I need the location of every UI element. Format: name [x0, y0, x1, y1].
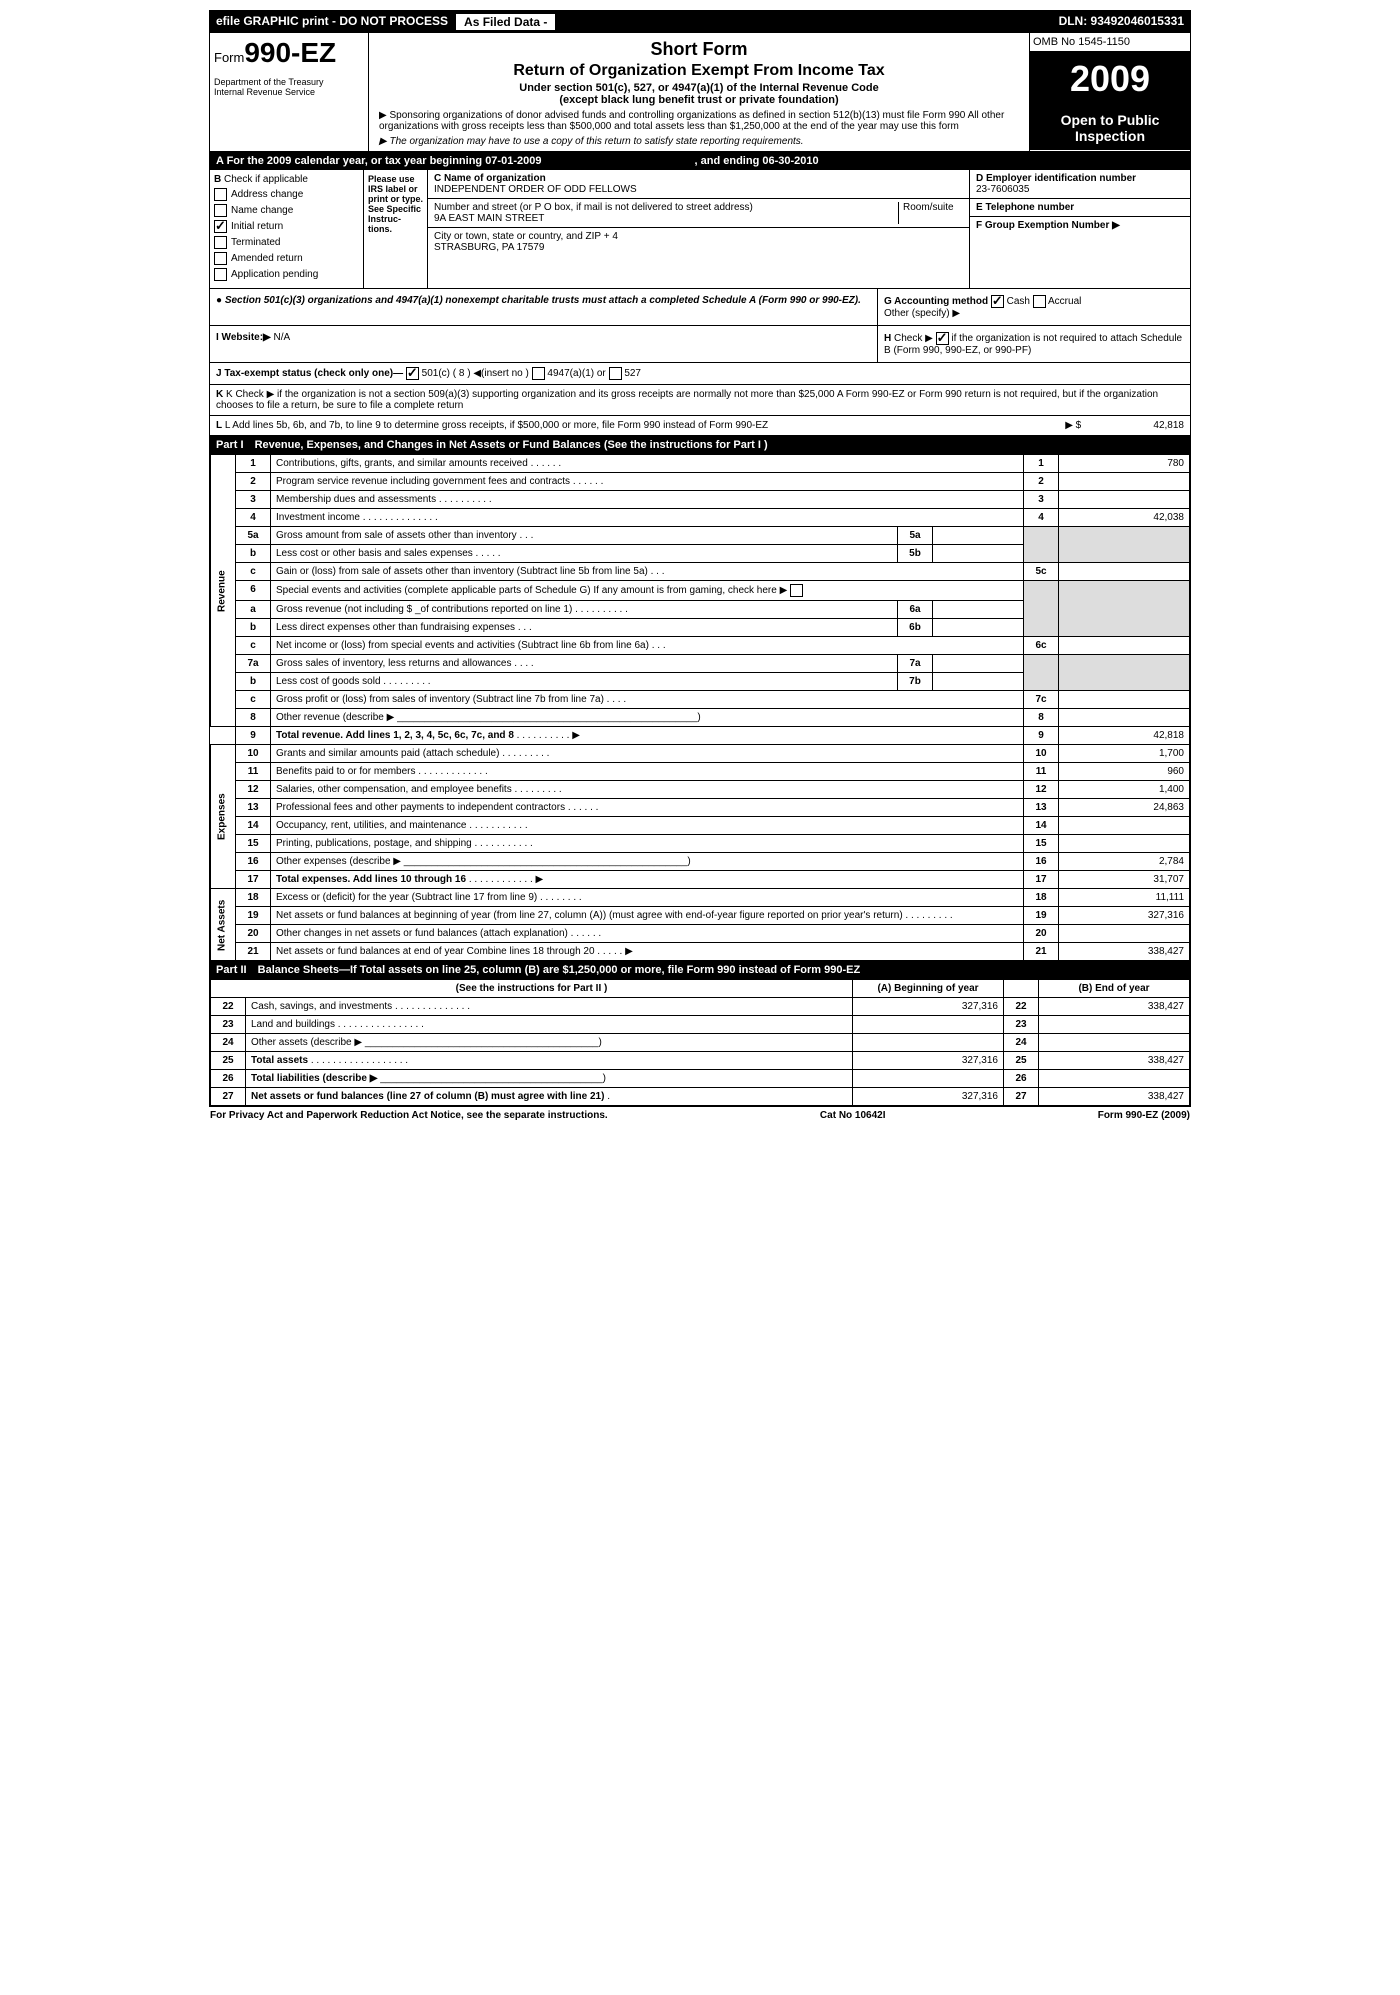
subtitle1: Under section 501(c), 527, or 4947(a)(1)…	[379, 82, 1019, 94]
header: Form990-EZ Department of the Treasury In…	[210, 33, 1190, 152]
tax-year: 2009	[1030, 52, 1190, 106]
subtitle2: (except black lung benefit trust or priv…	[379, 94, 1019, 106]
note2: ▶ The organization may have to use a cop…	[379, 136, 1019, 147]
top-bar: efile GRAPHIC print - DO NOT PROCESS As …	[210, 11, 1190, 33]
cb-h[interactable]	[936, 332, 949, 345]
cb-initial[interactable]	[214, 220, 227, 233]
cb-4947[interactable]	[532, 367, 545, 380]
part1-header: Part I Revenue, Expenses, and Changes in…	[210, 436, 1190, 454]
open-public: Open to Public Inspection	[1030, 106, 1190, 150]
cb-app[interactable]	[214, 268, 227, 281]
title-return: Return of Organization Exempt From Incom…	[379, 62, 1019, 80]
note1: ▶ Sponsoring organizations of donor advi…	[379, 110, 1019, 132]
form-number: 990-EZ	[244, 37, 336, 68]
entity-section: B Check if applicable Address change Nam…	[210, 170, 1190, 289]
cb-501c[interactable]	[406, 367, 419, 380]
part1-table: Revenue 1Contributions, gifts, grants, a…	[210, 454, 1190, 961]
city: STRASBURG, PA 17579	[434, 242, 963, 253]
dept2: Internal Revenue Service	[214, 87, 364, 97]
part2-header: Part II Balance Sheets—If Total assets o…	[210, 961, 1190, 979]
cb-cash[interactable]	[991, 295, 1004, 308]
cb-term[interactable]	[214, 236, 227, 249]
street: 9A EAST MAIN STREET	[434, 213, 898, 224]
instr-col: Please use IRS label or print or type. S…	[364, 170, 428, 288]
dln: DLN: 93492046015331	[1059, 14, 1184, 30]
cb-accrual[interactable]	[1033, 295, 1046, 308]
ein: 23-7606035	[976, 184, 1184, 195]
k-line: K K Check ▶ if the organization is not a…	[210, 385, 1190, 416]
section-501c3: ● Section 501(c)(3) organizations and 49…	[216, 295, 861, 306]
part2-table: (See the instructions for Part II )(A) B…	[210, 979, 1190, 1106]
form-990ez: efile GRAPHIC print - DO NOT PROCESS As …	[209, 10, 1191, 1107]
footer: For Privacy Act and Paperwork Reduction …	[204, 1107, 1196, 1124]
omb: OMB No 1545-1150	[1030, 33, 1190, 52]
title-short-form: Short Form	[379, 39, 1019, 60]
cb-amend[interactable]	[214, 252, 227, 265]
l-amount: 42,818	[1084, 420, 1184, 431]
asfiled-box: As Filed Data -	[456, 14, 555, 30]
cb-address[interactable]	[214, 188, 227, 201]
form-prefix: Form	[214, 50, 244, 65]
dept1: Department of the Treasury	[214, 77, 364, 87]
cb-527[interactable]	[609, 367, 622, 380]
org-name: INDEPENDENT ORDER OF ODD FELLOWS	[434, 184, 963, 195]
website: N/A	[274, 332, 291, 343]
section-a: A For the 2009 calendar year, or tax yea…	[210, 152, 1190, 170]
efile-text: efile GRAPHIC print - DO NOT PROCESS	[216, 14, 448, 30]
cb-name[interactable]	[214, 204, 227, 217]
